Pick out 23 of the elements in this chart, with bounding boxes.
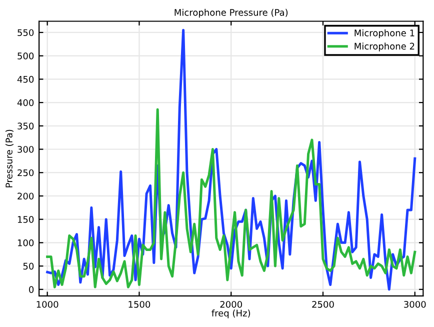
line-series bbox=[46, 108, 416, 288]
x-axis-title: freq (Hz) bbox=[212, 310, 250, 318]
y-tick-label: 250 bbox=[18, 169, 34, 176]
y-axis-title: Pressure (Pa) bbox=[5, 130, 14, 188]
x-tick-label: 2500 bbox=[312, 300, 334, 308]
y-tick-label: 550 bbox=[18, 29, 34, 36]
y-tick-label: 0 bbox=[29, 286, 34, 293]
legend-label: Microphone 1 bbox=[354, 29, 414, 38]
x-tick-label: 3000 bbox=[404, 300, 426, 308]
y-tick-label: 300 bbox=[18, 146, 34, 153]
y-tick-label: 100 bbox=[18, 239, 34, 246]
x-tick-label: 1000 bbox=[36, 300, 58, 308]
y-tick-label: 200 bbox=[18, 192, 34, 200]
y-tick-label: 50 bbox=[23, 262, 34, 270]
x-tick-label: 2000 bbox=[220, 300, 242, 308]
chart-title: Microphone Pressure (Pa) bbox=[174, 8, 288, 18]
y-tick-label: 450 bbox=[17, 76, 34, 83]
y-tick-label: 350 bbox=[18, 122, 34, 130]
y-tick-label: 150 bbox=[18, 216, 34, 223]
x-tick-label: 1500 bbox=[128, 300, 150, 308]
y-tick-label: 500 bbox=[18, 52, 34, 60]
y-tick-label: 400 bbox=[17, 99, 34, 106]
legend-label: Microphone 2 bbox=[354, 42, 414, 52]
